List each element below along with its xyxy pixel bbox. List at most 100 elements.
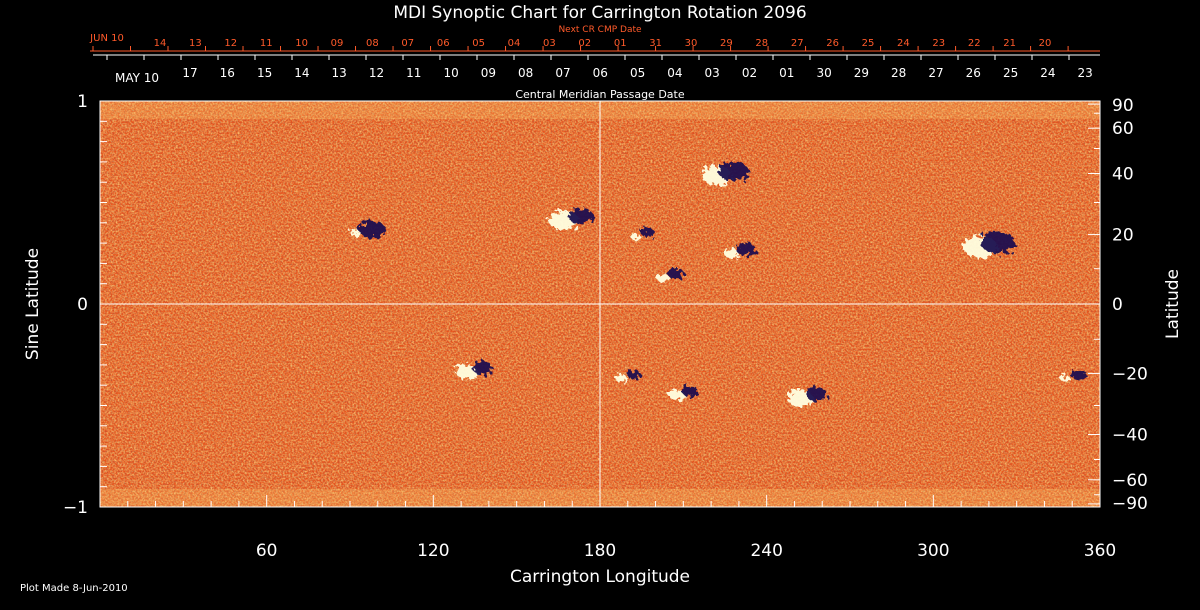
positive-polarity <box>615 374 628 383</box>
negative-polarity <box>1070 369 1088 381</box>
active-regions <box>350 161 1088 407</box>
active-region <box>615 370 641 383</box>
middle-axis-tick-label: 08 <box>518 66 533 80</box>
right-axis-tick-label: −40 <box>1112 425 1148 445</box>
bottom-axis-tick-label: 300 <box>917 541 949 561</box>
middle-axis-label: Central Meridian Passage Date <box>515 88 684 101</box>
middle-date-axis: 17 16 15 14 13 12 11 10 09 08 07 06 05 04 03 02 01 30 29 28… <box>93 54 1100 80</box>
right-axis: 90 60 40 20 0 −20 −40 −60 −90 <box>1088 96 1148 514</box>
top-axis-tick-label: 29 <box>720 38 733 49</box>
top-axis-tick-label: 23 <box>932 38 945 49</box>
bottom-axis-tick-label: 240 <box>750 541 782 561</box>
active-region <box>1060 369 1088 383</box>
middle-axis-tick-label: 07 <box>555 66 570 80</box>
positive-polarity <box>350 229 362 237</box>
middle-axis-tick-label: 15 <box>257 66 272 80</box>
negative-polarity <box>627 370 641 380</box>
x-axis-label: Carrington Longitude <box>510 567 690 587</box>
active-region <box>962 231 1016 258</box>
middle-axis-tick-label: 24 <box>1040 66 1055 80</box>
right-axis-tick-label: 0 <box>1112 295 1123 315</box>
top-axis-tick-label: 01 <box>614 38 627 49</box>
top-axis-tick-label: 21 <box>1003 38 1016 49</box>
negative-polarity <box>681 385 699 397</box>
top-axis-tick-label: 10 <box>295 38 308 49</box>
middle-axis-tick-label: 16 <box>220 66 235 80</box>
top-axis-tick-label: 27 <box>791 38 804 49</box>
negative-polarity <box>568 208 594 225</box>
left-axis-tick-label: 1 <box>77 92 88 112</box>
top-date-axis: 14 13 12 11 10 09 08 07 06 05 04 03 02 01 31 30 29 28 27 26… <box>90 38 1100 52</box>
top-axis-tick-label: 22 <box>968 38 981 49</box>
top-axis-label: Next CR CMP Date <box>558 25 642 35</box>
top-axis-tick-label: 04 <box>508 38 521 49</box>
bottom-axis-tick-label: 360 <box>1084 541 1116 561</box>
active-region <box>455 361 493 380</box>
negative-polarity <box>358 220 386 238</box>
top-axis-tick-label: 11 <box>260 38 273 49</box>
negative-polarity <box>667 268 685 280</box>
active-region <box>668 385 699 401</box>
active-region <box>701 161 749 186</box>
middle-axis-tick-label: 27 <box>928 66 943 80</box>
active-region <box>656 268 685 282</box>
grid-lines <box>100 101 1100 507</box>
top-axis-tick-label: 07 <box>401 38 414 49</box>
positive-polarity <box>1060 375 1071 383</box>
right-axis-tick-label: −90 <box>1112 494 1148 514</box>
right-axis-tick-label: −60 <box>1112 471 1148 491</box>
middle-axis-tick-label: 28 <box>891 66 906 80</box>
negative-polarity <box>736 243 756 256</box>
top-axis-tick-label: 20 <box>1039 38 1052 49</box>
top-axis-tick-label: 03 <box>543 38 556 49</box>
middle-axis-tick-label: 06 <box>593 66 608 80</box>
negative-polarity <box>718 161 749 182</box>
middle-axis-tick-label: 26 <box>966 66 981 80</box>
active-region <box>787 387 828 407</box>
active-region <box>724 243 756 259</box>
y-axis-label-right: Latitude <box>1163 269 1183 339</box>
top-axis-tick-label: 12 <box>224 38 237 49</box>
top-axis-tick-label: 25 <box>862 38 875 49</box>
middle-axis-tick-label: 25 <box>1003 66 1018 80</box>
middle-axis-tick-label: 02 <box>742 66 757 80</box>
middle-axis-tick-label: 12 <box>369 66 384 80</box>
top-axis-tick-label: 30 <box>685 38 698 49</box>
middle-axis-tick-label: 23 <box>1078 66 1093 80</box>
middle-axis-tick-label: 30 <box>816 66 831 80</box>
middle-axis-tick-label: 11 <box>406 66 421 80</box>
right-axis-tick-label: 60 <box>1112 119 1134 139</box>
y-axis-label-left: Sine Latitude <box>23 248 43 360</box>
top-axis-tick-label: 05 <box>472 38 485 49</box>
negative-polarity <box>640 228 655 238</box>
top-axis-tick-label: 13 <box>189 38 202 49</box>
bottom-axis-tick-label: 180 <box>584 541 616 561</box>
middle-axis-tick-label: 09 <box>481 66 496 80</box>
top-axis-tick-label: 02 <box>578 38 591 49</box>
right-axis-tick-label: −20 <box>1112 364 1148 384</box>
chart-title: MDI Synoptic Chart for Carrington Rotati… <box>393 3 806 23</box>
middle-axis-tick-label: 14 <box>294 66 309 80</box>
top-axis-tick-label: 26 <box>826 38 839 49</box>
middle-axis-tick-label: 04 <box>667 66 682 80</box>
bottom-axis-tick-label: 60 <box>256 541 278 561</box>
middle-axis-start: MAY 10 <box>115 71 159 85</box>
bottom-axis-tick-label: 120 <box>417 541 449 561</box>
top-axis-start: JUN 10 <box>89 33 124 44</box>
top-axis-tick-label: 08 <box>366 38 379 49</box>
plot-made-footer: Plot Made 8-Jun-2010 <box>20 583 128 594</box>
middle-axis-tick-label: 10 <box>443 66 458 80</box>
middle-axis-tick-label: 01 <box>779 66 794 80</box>
left-axis-tick-label: −1 <box>63 498 88 518</box>
top-axis-tick-label: 31 <box>649 38 662 49</box>
negative-polarity <box>805 387 828 402</box>
active-region <box>548 208 594 230</box>
right-axis-tick-label: 90 <box>1112 96 1134 116</box>
top-axis-tick-label: 09 <box>331 38 344 49</box>
left-axis-tick-label: 0 <box>77 295 88 315</box>
bottom-axis: 60 120 180 240 300 360 <box>99 495 1116 561</box>
top-axis-tick-label: 28 <box>755 38 768 49</box>
right-axis-tick-label: 40 <box>1112 165 1134 185</box>
middle-axis-tick-label: 05 <box>630 66 645 80</box>
